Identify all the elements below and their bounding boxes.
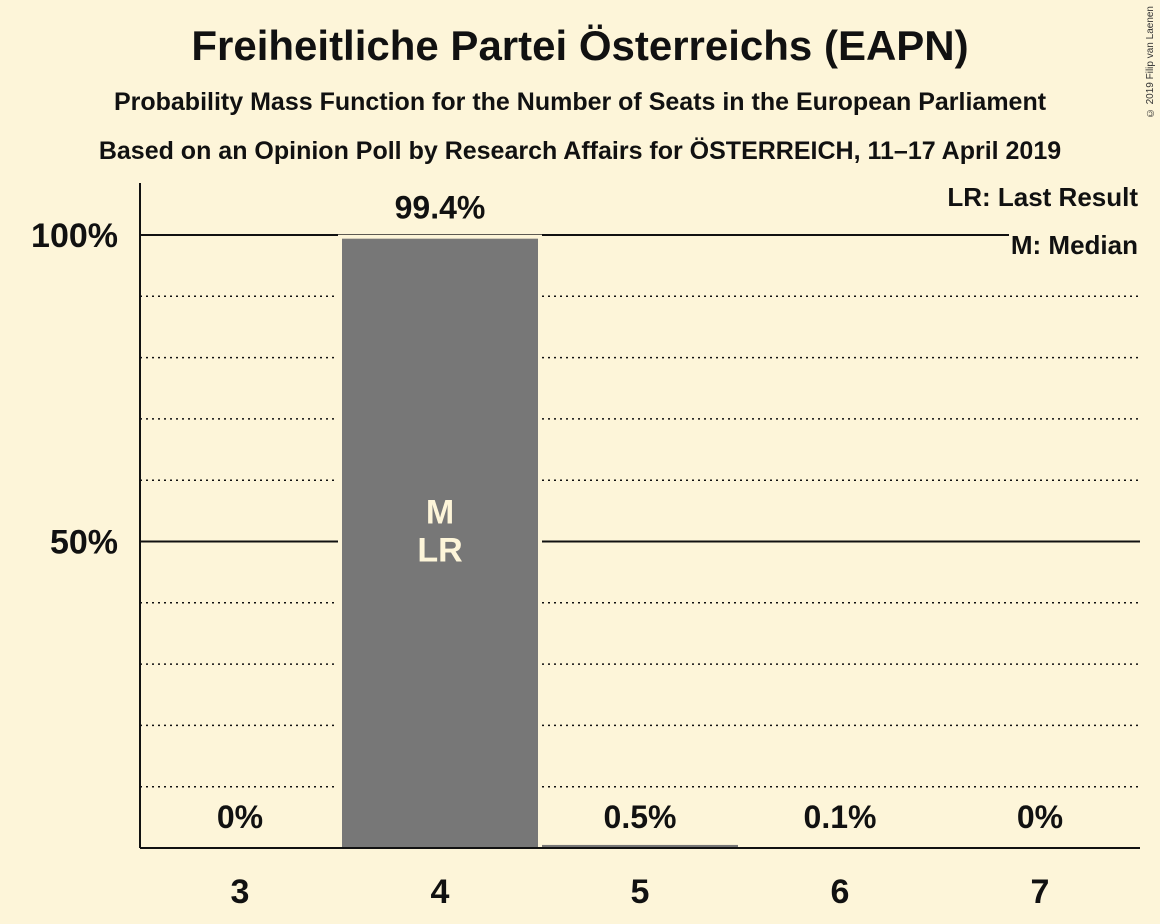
data-label: 0.1%: [804, 799, 877, 835]
data-labels: 0% 99.4% MLR 0.5% 0.1% 0%: [217, 190, 1063, 835]
bar: [342, 238, 538, 849]
chart-subtitle: Probability Mass Function for the Number…: [113, 88, 1047, 116]
data-label: 0%: [217, 799, 263, 835]
chart-title: Freiheitliche Partei Österreichs (EAPN): [191, 22, 969, 69]
bar-halo: [538, 840, 742, 848]
bar-annotation: M: [426, 493, 454, 531]
bar-halo: [738, 843, 942, 848]
y-tick-label: 50%: [50, 524, 118, 562]
y-tick-label: 100%: [31, 217, 118, 255]
data-label: 0%: [1017, 799, 1063, 835]
legend-last-result: LR: Last Result: [945, 182, 1140, 213]
gridlines: [140, 234, 1140, 788]
legend-median: M: Median: [1008, 230, 1140, 261]
x-tick-label: 5: [631, 873, 650, 911]
chart-source-line: Based on an Opinion Poll by Research Aff…: [98, 137, 1062, 165]
x-tick-label: 3: [231, 873, 250, 911]
axes: 50% 100% 3 4 5 6 7: [31, 183, 1140, 911]
data-label: 0.5%: [604, 799, 677, 835]
bar-annotation: LR: [417, 531, 462, 569]
bars: [338, 234, 942, 849]
x-tick-label: 4: [431, 873, 450, 911]
bar: [542, 844, 738, 848]
x-tick-label: 6: [831, 873, 850, 911]
x-tick-label: 7: [1031, 873, 1050, 911]
data-label: 99.4%: [395, 190, 486, 226]
